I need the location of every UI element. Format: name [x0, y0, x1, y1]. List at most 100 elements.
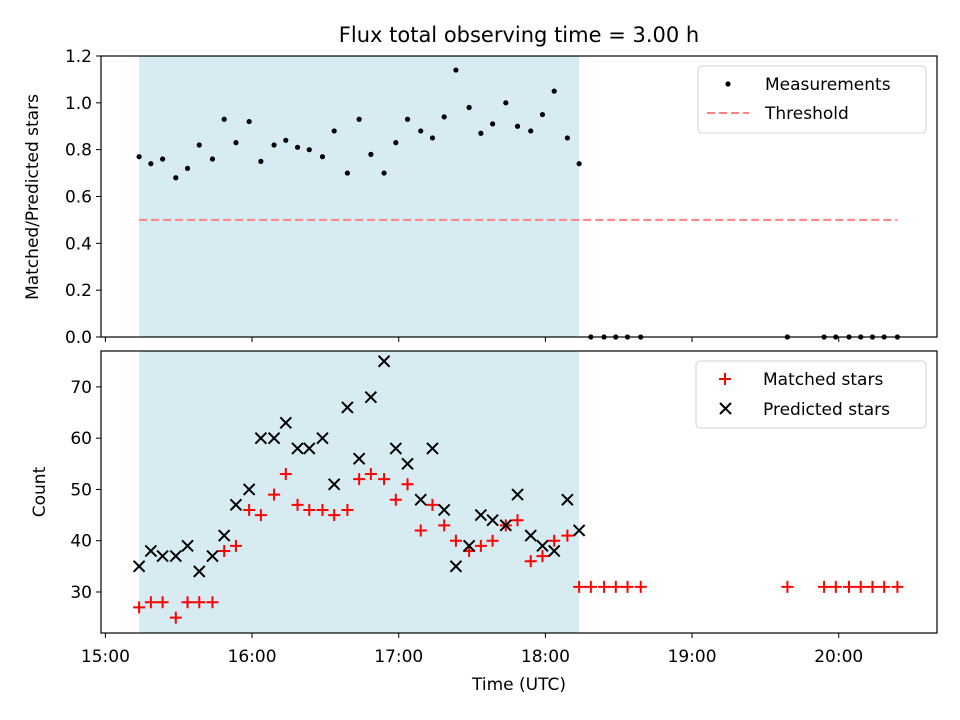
- predicted-stars-point: [352, 452, 366, 465]
- bottom-panel-axes: 30 40 50 60 70: [70, 378, 840, 638]
- measurement-point: [331, 128, 337, 134]
- x-tick-label: 15:00: [81, 647, 130, 667]
- measurement-point: [246, 118, 252, 125]
- legend-box: [695, 360, 927, 429]
- predicted-stars-point: [316, 431, 329, 445]
- predicted-stars-point: [511, 488, 524, 501]
- matched-stars-point: [328, 509, 341, 522]
- y-tick-label: 0.6: [65, 188, 92, 208]
- matched-stars-point: [438, 519, 451, 532]
- chart-title: Flux total observing time = 3.00 h: [339, 23, 699, 47]
- predicted-stars-point: [169, 549, 183, 563]
- matched-stars-point: [866, 580, 879, 593]
- measurement-point: [196, 142, 202, 148]
- measurement-point: [404, 116, 411, 122]
- matched-stars-point: [426, 498, 439, 511]
- measurement-point: [319, 154, 326, 160]
- observing-window-span: [139, 56, 580, 337]
- matched-stars-point: [401, 478, 414, 491]
- y-tick-label: 1.2: [65, 47, 92, 67]
- legend-matched-stars-icon: [719, 373, 731, 385]
- top-panel-axes: 0.0 0.2 0.4 0.6 0.8 1.0 1.2: [65, 47, 840, 348]
- y-tick-label: 30: [70, 583, 92, 603]
- matched-stars-point: [609, 580, 622, 593]
- matched-stars-point: [229, 539, 242, 552]
- top-panel-frame: [100, 55, 938, 338]
- y-tick-label: 0.0: [65, 328, 92, 348]
- predicted-stars-point: [193, 565, 206, 578]
- y-tick-label: 0.4: [65, 234, 92, 254]
- predicted-stars-point: [254, 431, 268, 445]
- matched-stars-point: [156, 596, 169, 609]
- matched-stars-point: [486, 534, 499, 547]
- matched-stars-point: [254, 509, 267, 522]
- matched-stars-point: [548, 534, 561, 547]
- matched-stars-point: [878, 580, 891, 593]
- x-tick-label: 20:00: [814, 647, 863, 667]
- measurement-point: [148, 161, 154, 167]
- measurement-point: [393, 140, 399, 146]
- matched-stars-point: [781, 580, 794, 593]
- bottom-panel-background: [139, 351, 580, 633]
- matched-stars-point: [206, 596, 219, 609]
- measurement-point: [173, 175, 179, 181]
- predicted-stars-point: [242, 483, 256, 496]
- y-tick-label: 1.0: [65, 94, 92, 114]
- predicted-stars-point: [462, 539, 476, 553]
- measurement-point: [441, 114, 447, 120]
- predicted-stars-point: [377, 355, 391, 368]
- predicted-stars-point: [486, 513, 499, 527]
- matched-stars-point: [181, 596, 194, 609]
- predicted-stars-point: [144, 544, 158, 558]
- predicted-stars-point: [217, 529, 231, 542]
- y-tick-label: 0.8: [65, 141, 92, 161]
- measurement-point: [184, 165, 191, 171]
- measurement-point: [381, 170, 387, 176]
- predicted-stars-point: [229, 498, 243, 512]
- predicted-stars-point: [279, 416, 293, 429]
- predicted-stars-point: [561, 493, 574, 506]
- matched-stars-point: [268, 488, 281, 501]
- top-panel-y-label: Matched/Predicted stars: [23, 94, 43, 300]
- measurement-point: [418, 128, 424, 134]
- predicted-stars-point: [364, 390, 378, 404]
- observing-window-span: [139, 351, 580, 633]
- legend-measurements-label: Measurements: [765, 75, 891, 95]
- predicted-stars-point: [437, 503, 451, 517]
- x-axis-ticks: 15:00 16:00 17:00 18:00 19:00 20:00: [81, 647, 863, 667]
- legend-predicted-stars-icon: [719, 402, 732, 415]
- measurement-point: [271, 142, 277, 148]
- matched-stars-point: [291, 498, 304, 511]
- measurement-point: [294, 144, 301, 150]
- predicted-stars-point: [414, 493, 427, 506]
- matched-stars-point: [316, 503, 329, 516]
- matched-stars-point: [854, 580, 867, 593]
- legend-measurements-icon: [725, 81, 731, 87]
- predicted-stars-point: [536, 539, 549, 553]
- predicted-stars-point: [499, 519, 513, 532]
- measurement-point: [490, 121, 496, 127]
- matched-stars-point: [634, 580, 647, 593]
- matched-stars-point: [303, 503, 316, 516]
- predicted-stars-point: [303, 442, 316, 455]
- y-tick-label: 60: [70, 429, 92, 449]
- legend-matched-stars-label: Matched stars: [763, 370, 883, 390]
- matched-stars-point: [891, 580, 904, 593]
- x-tick-label: 18:00: [521, 647, 570, 667]
- matched-stars-point: [843, 580, 855, 593]
- matched-stars-point: [378, 473, 391, 486]
- bottom-panel-y-label: Count: [30, 466, 50, 517]
- measurement-point: [356, 116, 362, 122]
- matched-stars-point: [414, 524, 427, 537]
- matched-stars-point: [524, 555, 537, 568]
- predicted-stars-point: [181, 539, 194, 553]
- predicted-stars-point: [267, 431, 281, 445]
- measurement-point: [514, 123, 521, 129]
- measurement-point: [453, 67, 459, 73]
- predicted-stars-point: [327, 478, 341, 491]
- measurement-point: [576, 161, 582, 167]
- legend-threshold-label: Threshold: [764, 104, 849, 124]
- matched-stars-point: [511, 514, 524, 527]
- top-panel-legend: Measurements Threshold: [697, 65, 927, 134]
